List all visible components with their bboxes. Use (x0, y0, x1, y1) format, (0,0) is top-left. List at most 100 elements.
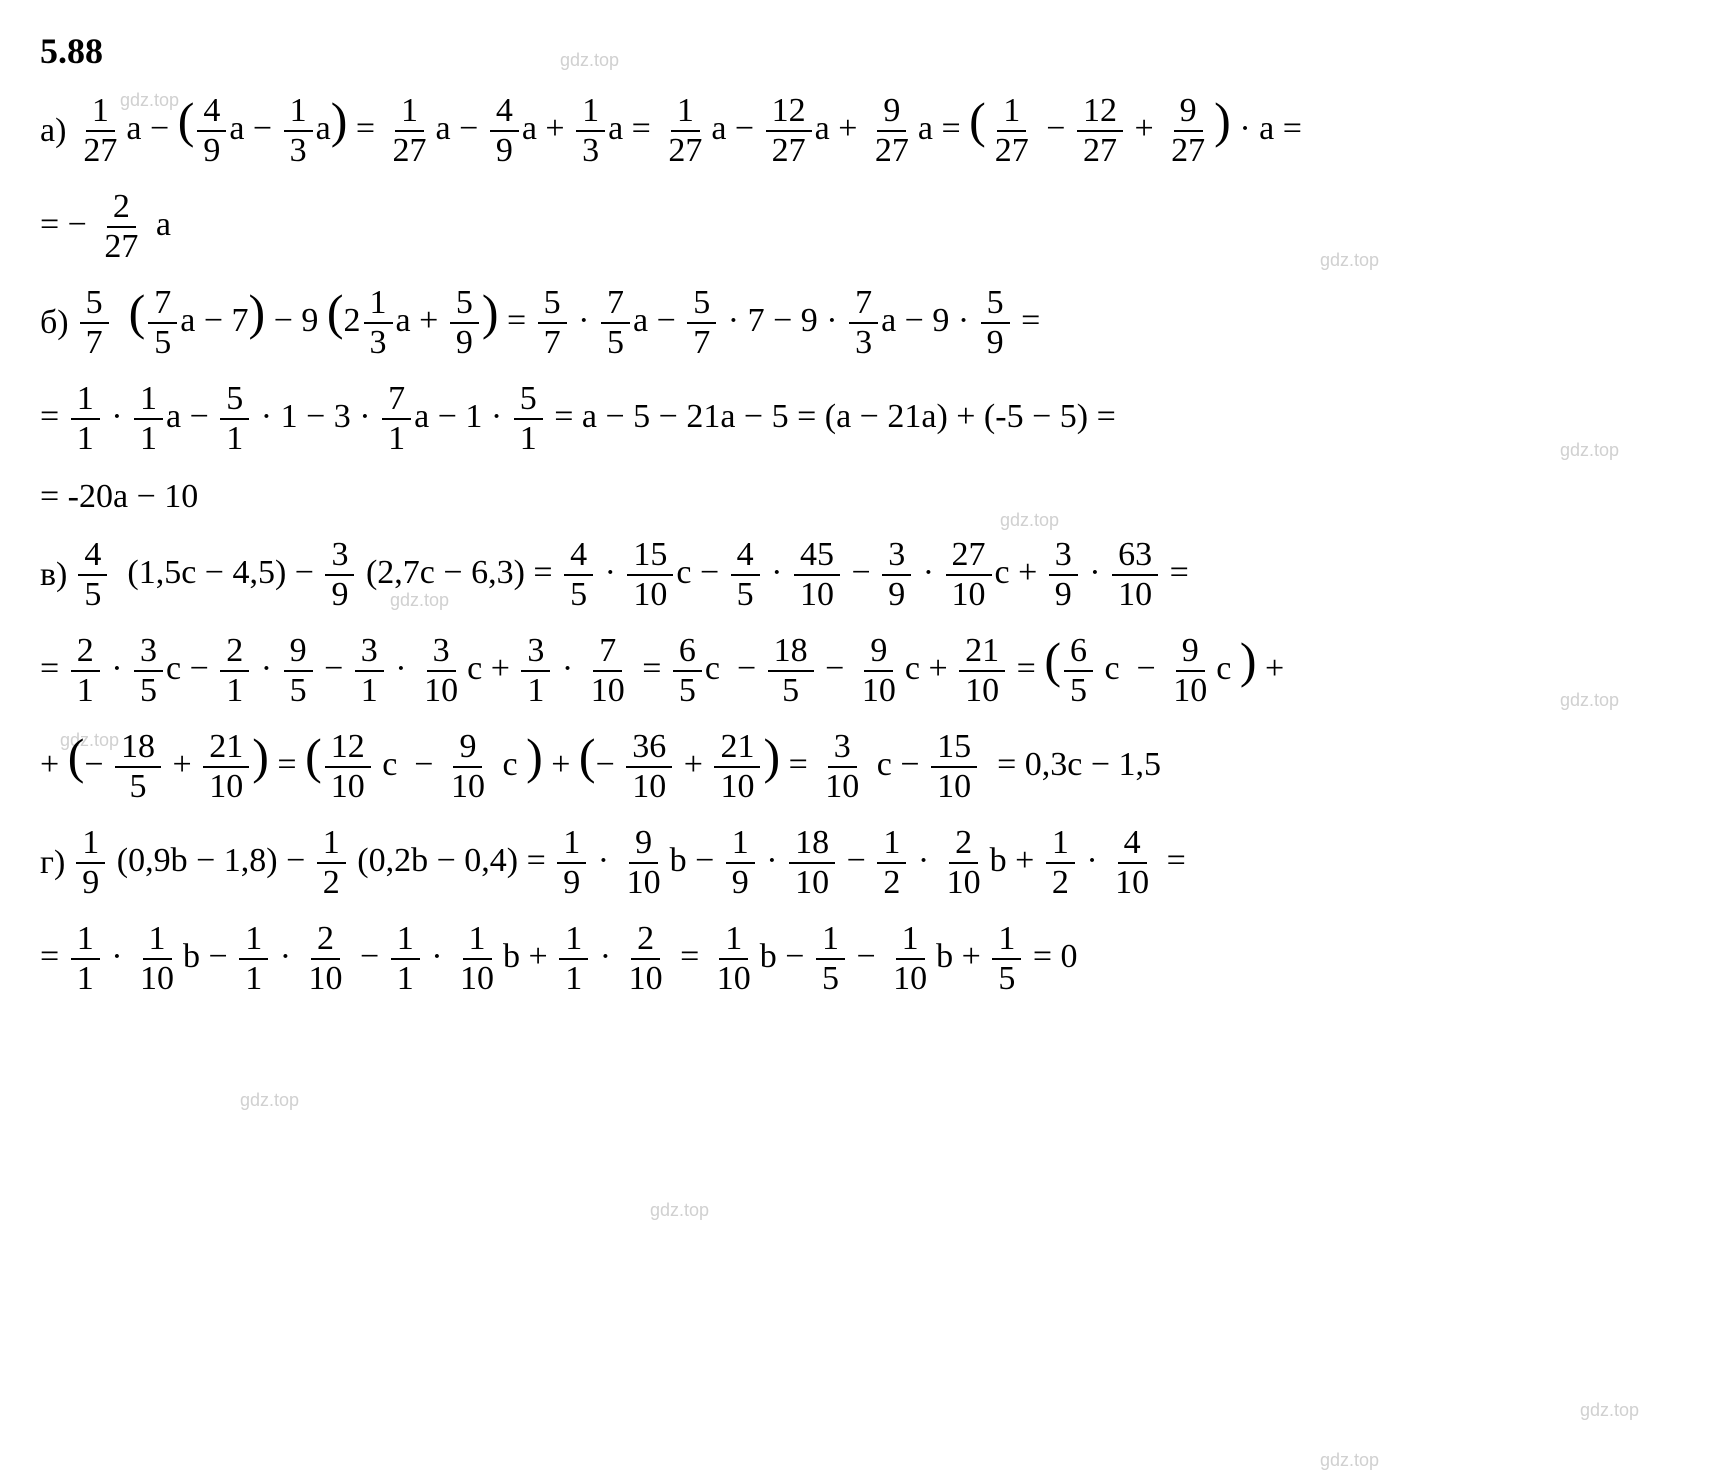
part-b-line2: = 11 · 11a − 51 · 1 − 3 · 71a − 1 · 51 =… (40, 382, 1693, 456)
fraction: 210 (623, 922, 669, 996)
math-text: + (1256, 650, 1284, 687)
fraction: 310 (819, 730, 865, 804)
math-text: − (817, 650, 853, 687)
fraction: 21 (220, 634, 249, 708)
paren-right: ) (252, 728, 269, 784)
fraction-numerator: 1 (71, 922, 100, 960)
fraction-denominator: 1 (521, 672, 550, 708)
part-b-tokens: 57 (75a − 7) − 9 (213a + 59) = 57 · 75a … (77, 286, 1041, 360)
math-text: · (914, 554, 942, 591)
fraction: 39 (1049, 538, 1078, 612)
fraction-numerator: 1 (559, 922, 588, 960)
math-text: · 7 − 9 · (719, 302, 846, 339)
fraction-denominator: 1 (514, 420, 543, 456)
fraction-denominator: 27 (869, 132, 915, 168)
fraction-denominator: 1 (391, 960, 420, 996)
fraction-numerator: 12 (1077, 94, 1123, 132)
fraction-numerator: 1 (816, 922, 845, 960)
fraction-denominator: 9 (981, 324, 1010, 360)
math-text: · (570, 302, 598, 339)
math-text: = (1013, 302, 1041, 339)
fraction: 1227 (1077, 94, 1123, 168)
fraction-denominator: 9 (1049, 576, 1078, 612)
fraction-denominator: 1 (220, 420, 249, 456)
math-text: a − (436, 110, 487, 147)
fraction: 11 (71, 922, 100, 996)
fraction-denominator: 9 (557, 864, 586, 900)
math-text: = (40, 650, 68, 687)
fraction-numerator: 3 (355, 634, 384, 672)
fraction-numerator: 1 (134, 382, 163, 420)
fraction-numerator: 15 (931, 730, 977, 768)
page-content: 5.88 а) 127a − (49a − 13a) = 127a − 49a … (40, 30, 1693, 996)
math-text: + (1126, 110, 1162, 147)
fraction-denominator: 9 (882, 576, 911, 612)
fraction: 210 (303, 922, 349, 996)
math-text: = (1161, 554, 1189, 591)
math-text: a = (918, 110, 969, 147)
fraction-denominator: 7 (538, 324, 567, 360)
fraction-numerator: 4 (78, 538, 107, 576)
fraction: 75 (601, 286, 630, 360)
paren-right: ) (331, 92, 348, 148)
math-text: a − (711, 110, 762, 147)
math-text: b − (670, 842, 723, 879)
fraction-denominator: 27 (662, 132, 708, 168)
math-text: = (634, 650, 670, 687)
math-text: = (780, 746, 816, 783)
fraction: 1810 (789, 826, 835, 900)
fraction-denominator: 7 (80, 324, 109, 360)
fraction-numerator: 1 (997, 94, 1026, 132)
fraction: 110 (887, 922, 933, 996)
fraction-numerator: 3 (521, 634, 550, 672)
math-text: = (1008, 650, 1044, 687)
fraction: 185 (768, 634, 814, 708)
math-text: = (1158, 842, 1186, 879)
part-c-line3: + (− 185 + 2110) = (1210 c − 910 c ) + (… (40, 730, 1693, 804)
fraction: 3610 (626, 730, 672, 804)
fraction: 210 (941, 826, 987, 900)
fraction-numerator: 1 (576, 94, 605, 132)
fraction-numerator: 18 (115, 730, 161, 768)
fraction-numerator: 7 (148, 286, 177, 324)
problem-number: 5.88 (40, 30, 1693, 72)
fraction-numerator: 18 (768, 634, 814, 672)
math-text: · (271, 938, 299, 975)
math-text: a − (633, 302, 684, 339)
fraction: 39 (325, 538, 354, 612)
fraction-numerator: 2 (220, 634, 249, 672)
fraction-numerator: 21 (203, 730, 249, 768)
part-d-line2: = 11 · 110b − 11 · 210 − 11 · 110b + 11 … (40, 922, 1693, 996)
fraction: 12 (877, 826, 906, 900)
math-text: c − (166, 650, 217, 687)
fraction: 910 (445, 730, 491, 804)
fraction-numerator: 6 (673, 634, 702, 672)
fraction: 127 (77, 94, 123, 168)
fraction-numerator: 1 (364, 286, 393, 324)
fraction-denominator: 1 (71, 672, 100, 708)
math-text: · (252, 650, 280, 687)
fraction-denominator: 9 (76, 864, 105, 900)
fraction-numerator: 27 (946, 538, 992, 576)
fraction: 45 (564, 538, 593, 612)
fraction: 927 (869, 94, 915, 168)
fraction-denominator: 3 (849, 324, 878, 360)
fraction-numerator: 2 (71, 634, 100, 672)
math-text: − (843, 554, 879, 591)
fraction-denominator: 9 (490, 132, 519, 168)
fraction-denominator: 10 (134, 960, 180, 996)
math-text: − (84, 746, 112, 783)
fraction: 185 (115, 730, 161, 804)
fraction-denominator: 5 (1064, 672, 1093, 708)
fraction-numerator: 5 (514, 382, 543, 420)
fraction: 410 (1109, 826, 1155, 900)
fraction-numerator: 1 (896, 922, 925, 960)
fraction: 310 (418, 634, 464, 708)
paren-left: ( (305, 728, 322, 784)
part-b-line2-tokens: = 11 · 11a − 51 · 1 − 3 · 71a − 1 · 51 =… (40, 382, 1116, 456)
fraction-numerator: 3 (325, 538, 354, 576)
part-c-line2-tokens: = 21 · 35c − 21 · 95 − 31 · 310c + 31 · … (40, 634, 1284, 708)
fraction: 12 (317, 826, 346, 900)
fraction-numerator: 1 (1046, 826, 1075, 864)
fraction: 11 (134, 382, 163, 456)
